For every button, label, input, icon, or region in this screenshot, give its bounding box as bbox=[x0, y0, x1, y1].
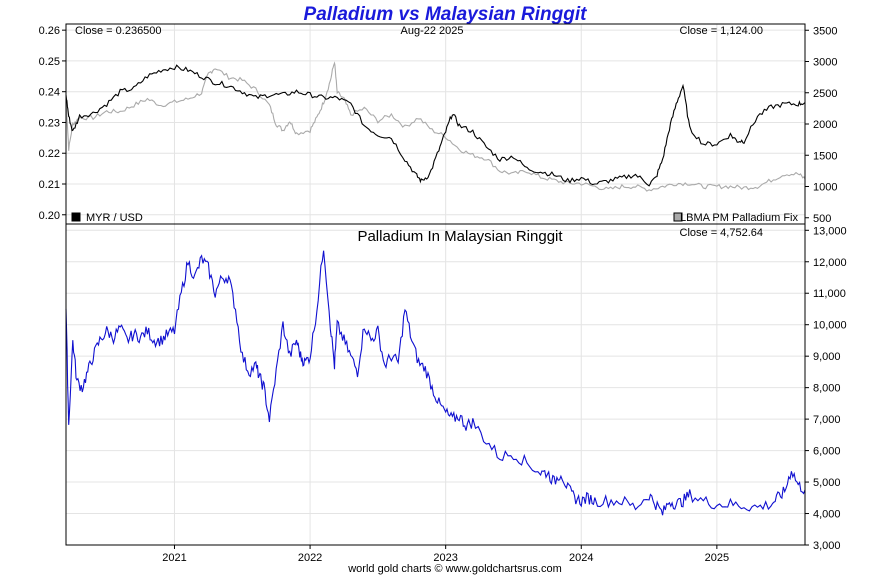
top-panel-series bbox=[65, 61, 806, 192]
bottom-right-tick-label: 12,000 bbox=[813, 257, 847, 269]
x-tick-label: 2023 bbox=[433, 552, 457, 564]
top-right-tick-label: 1500 bbox=[813, 150, 837, 162]
chart-title: Palladium vs Malaysian Ringgit bbox=[304, 4, 588, 25]
bottom-panel-grid bbox=[66, 224, 805, 546]
x-axis-ticks: 2021 2022 2023 2024 2025 bbox=[162, 545, 729, 564]
top-right-tick-label: 2500 bbox=[813, 88, 837, 100]
bottom-right-tick-label: 7,000 bbox=[813, 414, 841, 426]
x-tick-label: 2022 bbox=[298, 552, 322, 564]
top-left-tick-label: 0.26 bbox=[39, 25, 60, 37]
x-tick-label: 2025 bbox=[705, 552, 729, 564]
bottom-panel-frame bbox=[65, 223, 806, 546]
bottom-right-tick-label: 6,000 bbox=[813, 446, 841, 458]
series-line-palladium-myr bbox=[65, 250, 806, 516]
legend-label-myr: MYR / USD bbox=[86, 212, 143, 224]
series-line-palladium-fix bbox=[65, 61, 806, 192]
top-left-tick-label: 0.21 bbox=[39, 179, 60, 191]
bottom-right-tick-label: 3,000 bbox=[813, 540, 841, 552]
top-right-axis-ticks: 500 1000 1500 2000 2500 3000 3500 bbox=[805, 25, 837, 225]
top-right-tick-label: 2000 bbox=[813, 119, 837, 131]
legend-label-palladium: LBMA PM Palladium Fix bbox=[680, 212, 798, 224]
top-date-label: Aug-22 2025 bbox=[401, 25, 464, 37]
top-right-tick-label: 3000 bbox=[813, 57, 837, 69]
x-tick-label: 2021 bbox=[162, 552, 186, 564]
bottom-right-axis-ticks: 3,000 4,000 5,000 6,000 7,000 8,000 9,000 10,00… bbox=[805, 225, 847, 552]
bottom-right-tick-label: 10,000 bbox=[813, 320, 847, 332]
top-right-tick-label: 3500 bbox=[813, 25, 837, 37]
bottom-right-tick-label: 4,000 bbox=[813, 509, 841, 521]
top-left-tick-label: 0.20 bbox=[39, 210, 60, 222]
x-tick-label: 2024 bbox=[569, 552, 593, 564]
bottom-right-tick-label: 11,000 bbox=[813, 288, 846, 300]
footer-credit: world gold charts © www.goldchartsrus.co… bbox=[347, 563, 562, 575]
bottom-right-tick-label: 9,000 bbox=[813, 351, 841, 363]
top-close-left: Close = 0.236500 bbox=[75, 25, 162, 37]
top-panel-frame bbox=[65, 23, 806, 225]
legend-swatch-palladium bbox=[673, 212, 683, 222]
top-close-right: Close = 1,124.00 bbox=[680, 25, 763, 37]
top-left-axis-ticks: 0.20 0.21 0.22 0.23 0.24 0.25 0.26 bbox=[39, 25, 66, 222]
bottom-right-tick-label: 5,000 bbox=[813, 477, 841, 489]
top-left-tick-label: 0.22 bbox=[39, 148, 60, 160]
bottom-right-tick-label: 13,000 bbox=[813, 225, 847, 237]
top-left-tick-label: 0.24 bbox=[39, 87, 60, 99]
top-left-tick-label: 0.25 bbox=[39, 56, 60, 68]
bottom-close-label: Close = 4,752.64 bbox=[680, 227, 763, 239]
top-right-tick-label: 1000 bbox=[813, 182, 837, 194]
legend-swatch-myr bbox=[71, 212, 81, 222]
top-panel-grid bbox=[66, 24, 805, 224]
bottom-right-tick-label: 8,000 bbox=[813, 383, 841, 395]
top-right-tick-label: 500 bbox=[813, 213, 831, 225]
top-left-tick-label: 0.23 bbox=[39, 117, 60, 129]
bottom-panel-title: Palladium In Malaysian Ringgit bbox=[357, 228, 563, 245]
bottom-panel-series bbox=[65, 250, 806, 516]
series-line-myr-usd bbox=[65, 64, 806, 187]
